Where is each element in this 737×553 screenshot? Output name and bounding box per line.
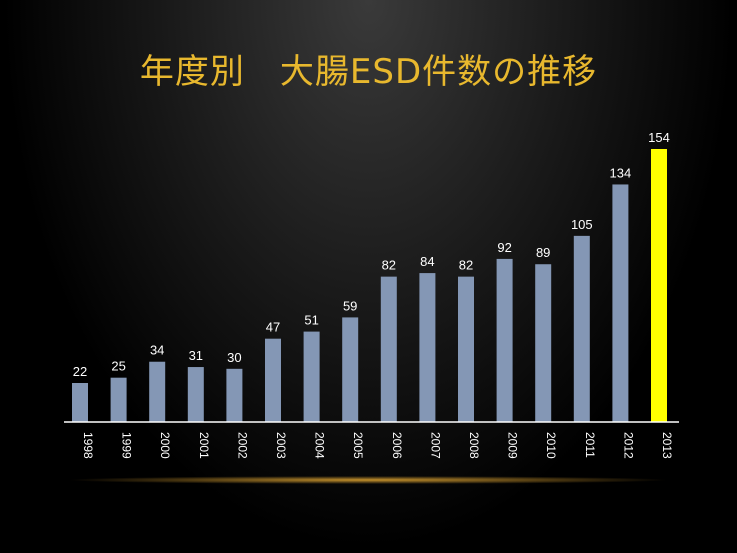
data-label-1999: 25	[111, 359, 125, 374]
bar-2010	[535, 264, 552, 422]
data-label-2000: 34	[150, 343, 164, 358]
data-label-2008: 82	[459, 258, 473, 273]
data-label-2011: 105	[571, 217, 593, 232]
bar-2007	[419, 273, 436, 422]
data-label-2013: 154	[648, 130, 670, 145]
x-tick-2012: 2012	[621, 432, 635, 459]
bar-2009	[496, 258, 513, 422]
data-label-2002: 30	[227, 350, 241, 365]
bar-2013	[651, 149, 667, 422]
x-tick-2003: 2003	[274, 432, 288, 459]
bar-2005	[342, 317, 359, 422]
bar-2000	[149, 361, 166, 422]
x-tick-2009: 2009	[506, 432, 520, 459]
baseline-glow	[68, 476, 668, 484]
x-tick-2013: 2013	[660, 432, 674, 459]
bar-2012	[612, 184, 629, 422]
x-tick-1999: 1999	[120, 432, 134, 459]
bar-2008	[458, 276, 474, 422]
x-tick-2007: 2007	[428, 432, 442, 459]
bar-1999	[110, 377, 127, 422]
x-tick-1998: 1998	[81, 432, 95, 459]
bar-2006	[380, 276, 397, 422]
bar-1998	[72, 383, 88, 422]
x-tick-2004: 2004	[313, 432, 327, 459]
bar-2011	[573, 235, 590, 422]
bar-2002	[226, 368, 243, 422]
bar-2001	[187, 367, 204, 422]
x-tick-2010: 2010	[544, 432, 558, 459]
data-label-2009: 92	[497, 240, 511, 255]
data-label-1998: 22	[73, 364, 87, 379]
data-label-2004: 51	[304, 313, 318, 328]
bar-2003	[265, 338, 281, 422]
data-label-2007: 84	[420, 254, 434, 269]
data-label-2001: 31	[189, 348, 203, 363]
chart-title: 年度別 大腸ESD件数の推移	[139, 52, 598, 92]
data-label-2010: 89	[536, 245, 550, 260]
x-tick-2008: 2008	[467, 432, 481, 459]
x-tick-2011: 2011	[583, 432, 597, 458]
data-label-2005: 59	[343, 298, 357, 313]
x-tick-2001: 2001	[197, 432, 211, 459]
data-label-2012: 134	[610, 165, 632, 180]
x-tick-2000: 2000	[158, 432, 172, 459]
data-label-2003: 47	[266, 320, 280, 335]
data-label-2006: 82	[382, 258, 396, 273]
x-tick-2005: 2005	[351, 432, 365, 459]
bar-2004	[303, 331, 320, 422]
x-tick-2006: 2006	[390, 432, 404, 459]
x-tick-2002: 2002	[235, 432, 249, 459]
